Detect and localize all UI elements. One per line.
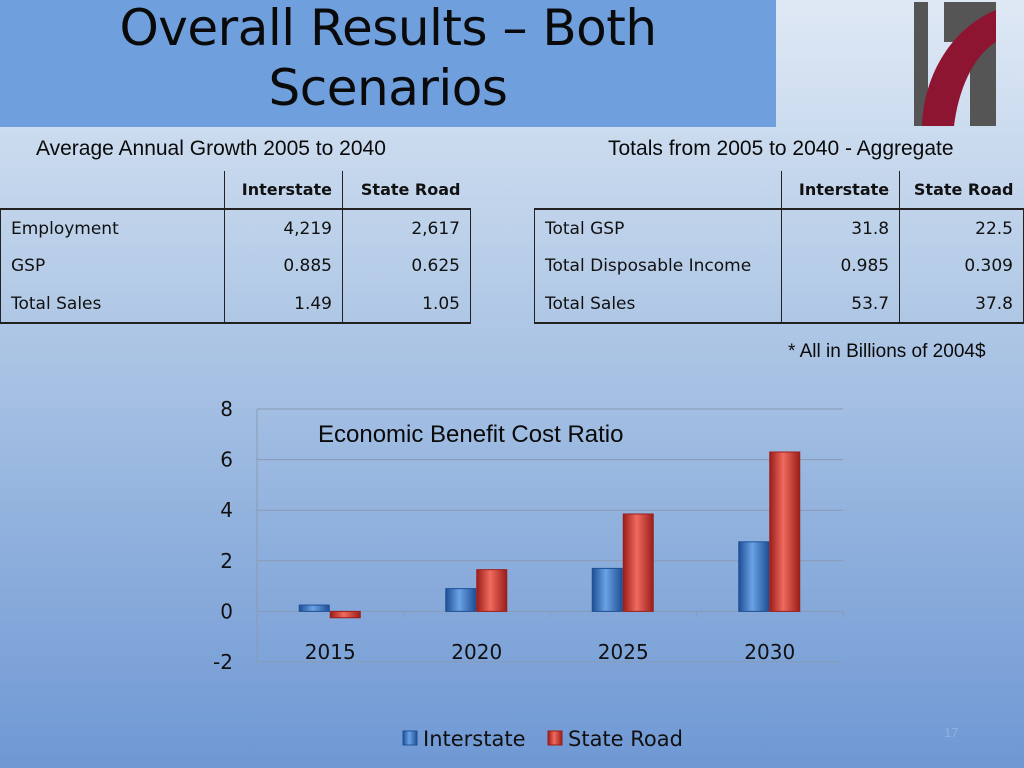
table-header-row: Interstate State Road: [534, 171, 1024, 210]
legend-label: State Road: [568, 727, 683, 751]
slide-title-line2: Scenarios: [268, 59, 508, 117]
x-tick-label: 2020: [451, 640, 502, 664]
x-tick-label: 2030: [744, 640, 795, 664]
interstate-value: 31.8: [781, 209, 901, 247]
title-band: [0, 0, 776, 127]
bar-state-road: [476, 569, 508, 612]
row-label: Total Sales: [533, 285, 783, 324]
left-table-caption: Average Annual Growth 2005 to 2040: [36, 137, 386, 160]
y-tick-label: 0: [220, 599, 233, 623]
table-row: Employment 4,219 2,617: [0, 209, 471, 247]
company-logo: [914, 2, 996, 126]
bar-interstate: [445, 588, 477, 612]
logo-red-swoosh: [922, 10, 996, 126]
right-table-caption: Totals from 2005 to 2040 - Aggregate: [608, 137, 954, 160]
row-label: Total GSP: [533, 209, 783, 247]
table-row: Total GSP 31.8 22.5: [533, 209, 1024, 247]
legend-label: Interstate: [423, 727, 526, 751]
bar-interstate: [298, 604, 330, 612]
table-row: GSP 0.885 0.625: [0, 247, 471, 285]
average-growth-table: Interstate State Road Employment 4,219 2…: [0, 171, 471, 324]
interstate-value: 0.985: [781, 247, 901, 285]
state-road-value: 1.05: [342, 285, 471, 324]
interstate-value: 0.885: [224, 247, 343, 285]
row-label: Total Sales: [0, 285, 225, 324]
page-number: 17: [944, 725, 959, 740]
state-road-value: 22.5: [899, 209, 1024, 247]
row-label: Total Disposable Income: [533, 247, 783, 285]
header-interstate: Interstate: [781, 171, 901, 210]
header-empty: [534, 171, 783, 210]
chart-title: Economic Benefit Cost Ratio: [318, 421, 623, 448]
header-state-road: State Road: [342, 171, 471, 210]
interstate-value: 1.49: [224, 285, 343, 324]
footnote: * All in Billions of 2004$: [788, 341, 986, 362]
aggregate-totals-table: Interstate State Road Total GSP 31.8 22.…: [533, 171, 1024, 324]
table-header-row: Interstate State Road: [0, 171, 471, 210]
x-tick-label: 2015: [305, 640, 356, 664]
table-row: Total Sales 53.7 37.8: [533, 285, 1024, 324]
y-tick-label: 2: [220, 549, 233, 573]
bar-interstate: [738, 541, 770, 612]
interstate-value: 53.7: [781, 285, 901, 324]
header-interstate: Interstate: [224, 171, 343, 210]
row-label: Employment: [0, 209, 225, 247]
table-row: Total Sales 1.49 1.05: [0, 285, 471, 324]
state-road-value: 0.309: [899, 247, 1024, 285]
bar-state-road: [769, 451, 801, 612]
bar-state-road: [622, 513, 654, 612]
slide-title: Overall Results – Both Scenarios: [0, 0, 776, 118]
legend-swatch-state-road: [547, 730, 563, 746]
y-tick-label: -2: [213, 650, 233, 674]
logo-gray-left-bar: [914, 2, 928, 126]
table-row: Total Disposable Income 0.985 0.309: [533, 247, 1024, 285]
x-tick-label: 2025: [598, 640, 649, 664]
slide-title-line1: Overall Results – Both: [119, 0, 657, 57]
state-road-value: 2,617: [342, 209, 471, 247]
legend-swatch-interstate: [402, 730, 418, 746]
state-road-value: 37.8: [899, 285, 1024, 324]
row-label: GSP: [0, 247, 225, 285]
state-road-value: 0.625: [342, 247, 471, 285]
interstate-value: 4,219: [224, 209, 343, 247]
y-tick-label: 6: [220, 448, 233, 472]
bar-state-road: [329, 610, 361, 619]
header-empty: [0, 171, 225, 210]
header-state-road: State Road: [899, 171, 1024, 210]
y-tick-label: 4: [220, 498, 233, 522]
bar-interstate: [591, 567, 623, 612]
y-tick-label: 8: [220, 397, 233, 421]
benefit-cost-ratio-chart: 8 6 4 2 0 -2 2015 2020 2025 2030 Economic Benefit …: [213, 397, 844, 751]
